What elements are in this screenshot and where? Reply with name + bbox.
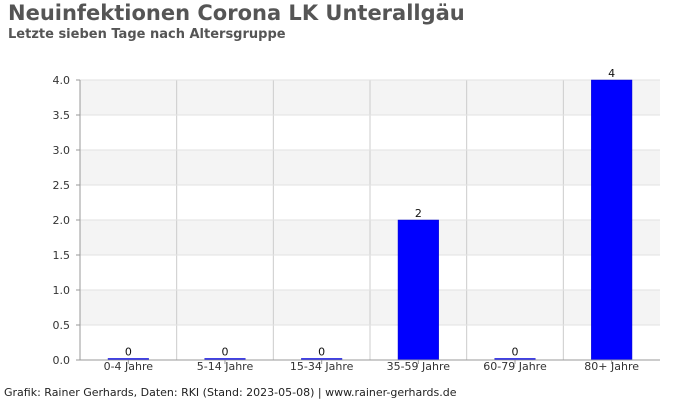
x-tick-label: 15-34 Jahre: [290, 360, 354, 373]
y-tick-label: 3.0: [53, 144, 71, 157]
y-tick-label: 0.5: [53, 319, 71, 332]
bar: [591, 79, 633, 361]
data-label: 0: [318, 346, 325, 359]
x-axis-ticks: 0-4 Jahre 5-14 Jahre 15-34 Jahre 35-59 Jahr…: [104, 360, 639, 373]
source-credit: Grafik: Rainer Gerhards, Daten: RKI (Sta…: [4, 386, 457, 399]
chart-subtitle: Letzte sieben Tage nach Altersgruppe: [8, 27, 286, 42]
y-tick-label: 1.0: [53, 284, 71, 297]
chart-title: Neuinfektionen Corona LK Unterallgäu: [8, 1, 465, 25]
data-label: 4: [608, 67, 615, 80]
y-tick-label: 2.5: [53, 179, 71, 192]
x-tick-label: 5-14 Jahre: [197, 360, 254, 373]
x-tick-label: 0-4 Jahre: [104, 360, 154, 373]
horizontal-gridlines: [80, 79, 660, 361]
y-tick-label: 2.0: [53, 214, 71, 227]
x-tick-label: 80+ Jahre: [584, 360, 639, 373]
data-labels: 0 0 0 2 0 4: [125, 67, 615, 359]
bar: [397, 219, 439, 361]
y-tick-label: 1.5: [53, 249, 71, 262]
bar-series: [107, 79, 633, 361]
data-label: 2: [415, 207, 422, 220]
data-label: 0: [125, 346, 132, 359]
x-tick-label: 60-79 Jahre: [483, 360, 547, 373]
data-label: 0: [512, 346, 519, 359]
y-tick-label: 0.0: [53, 354, 71, 367]
x-tick-label: 35-59 Jahre: [387, 360, 451, 373]
y-tick-label: 3.5: [53, 109, 71, 122]
y-tick-label: 4.0: [53, 74, 71, 87]
y-axis-ticks: 0.0 0.5 1.0 1.5 2.0 2.5 3.0 3.5 4.0: [53, 74, 80, 367]
data-label: 0: [222, 346, 229, 359]
